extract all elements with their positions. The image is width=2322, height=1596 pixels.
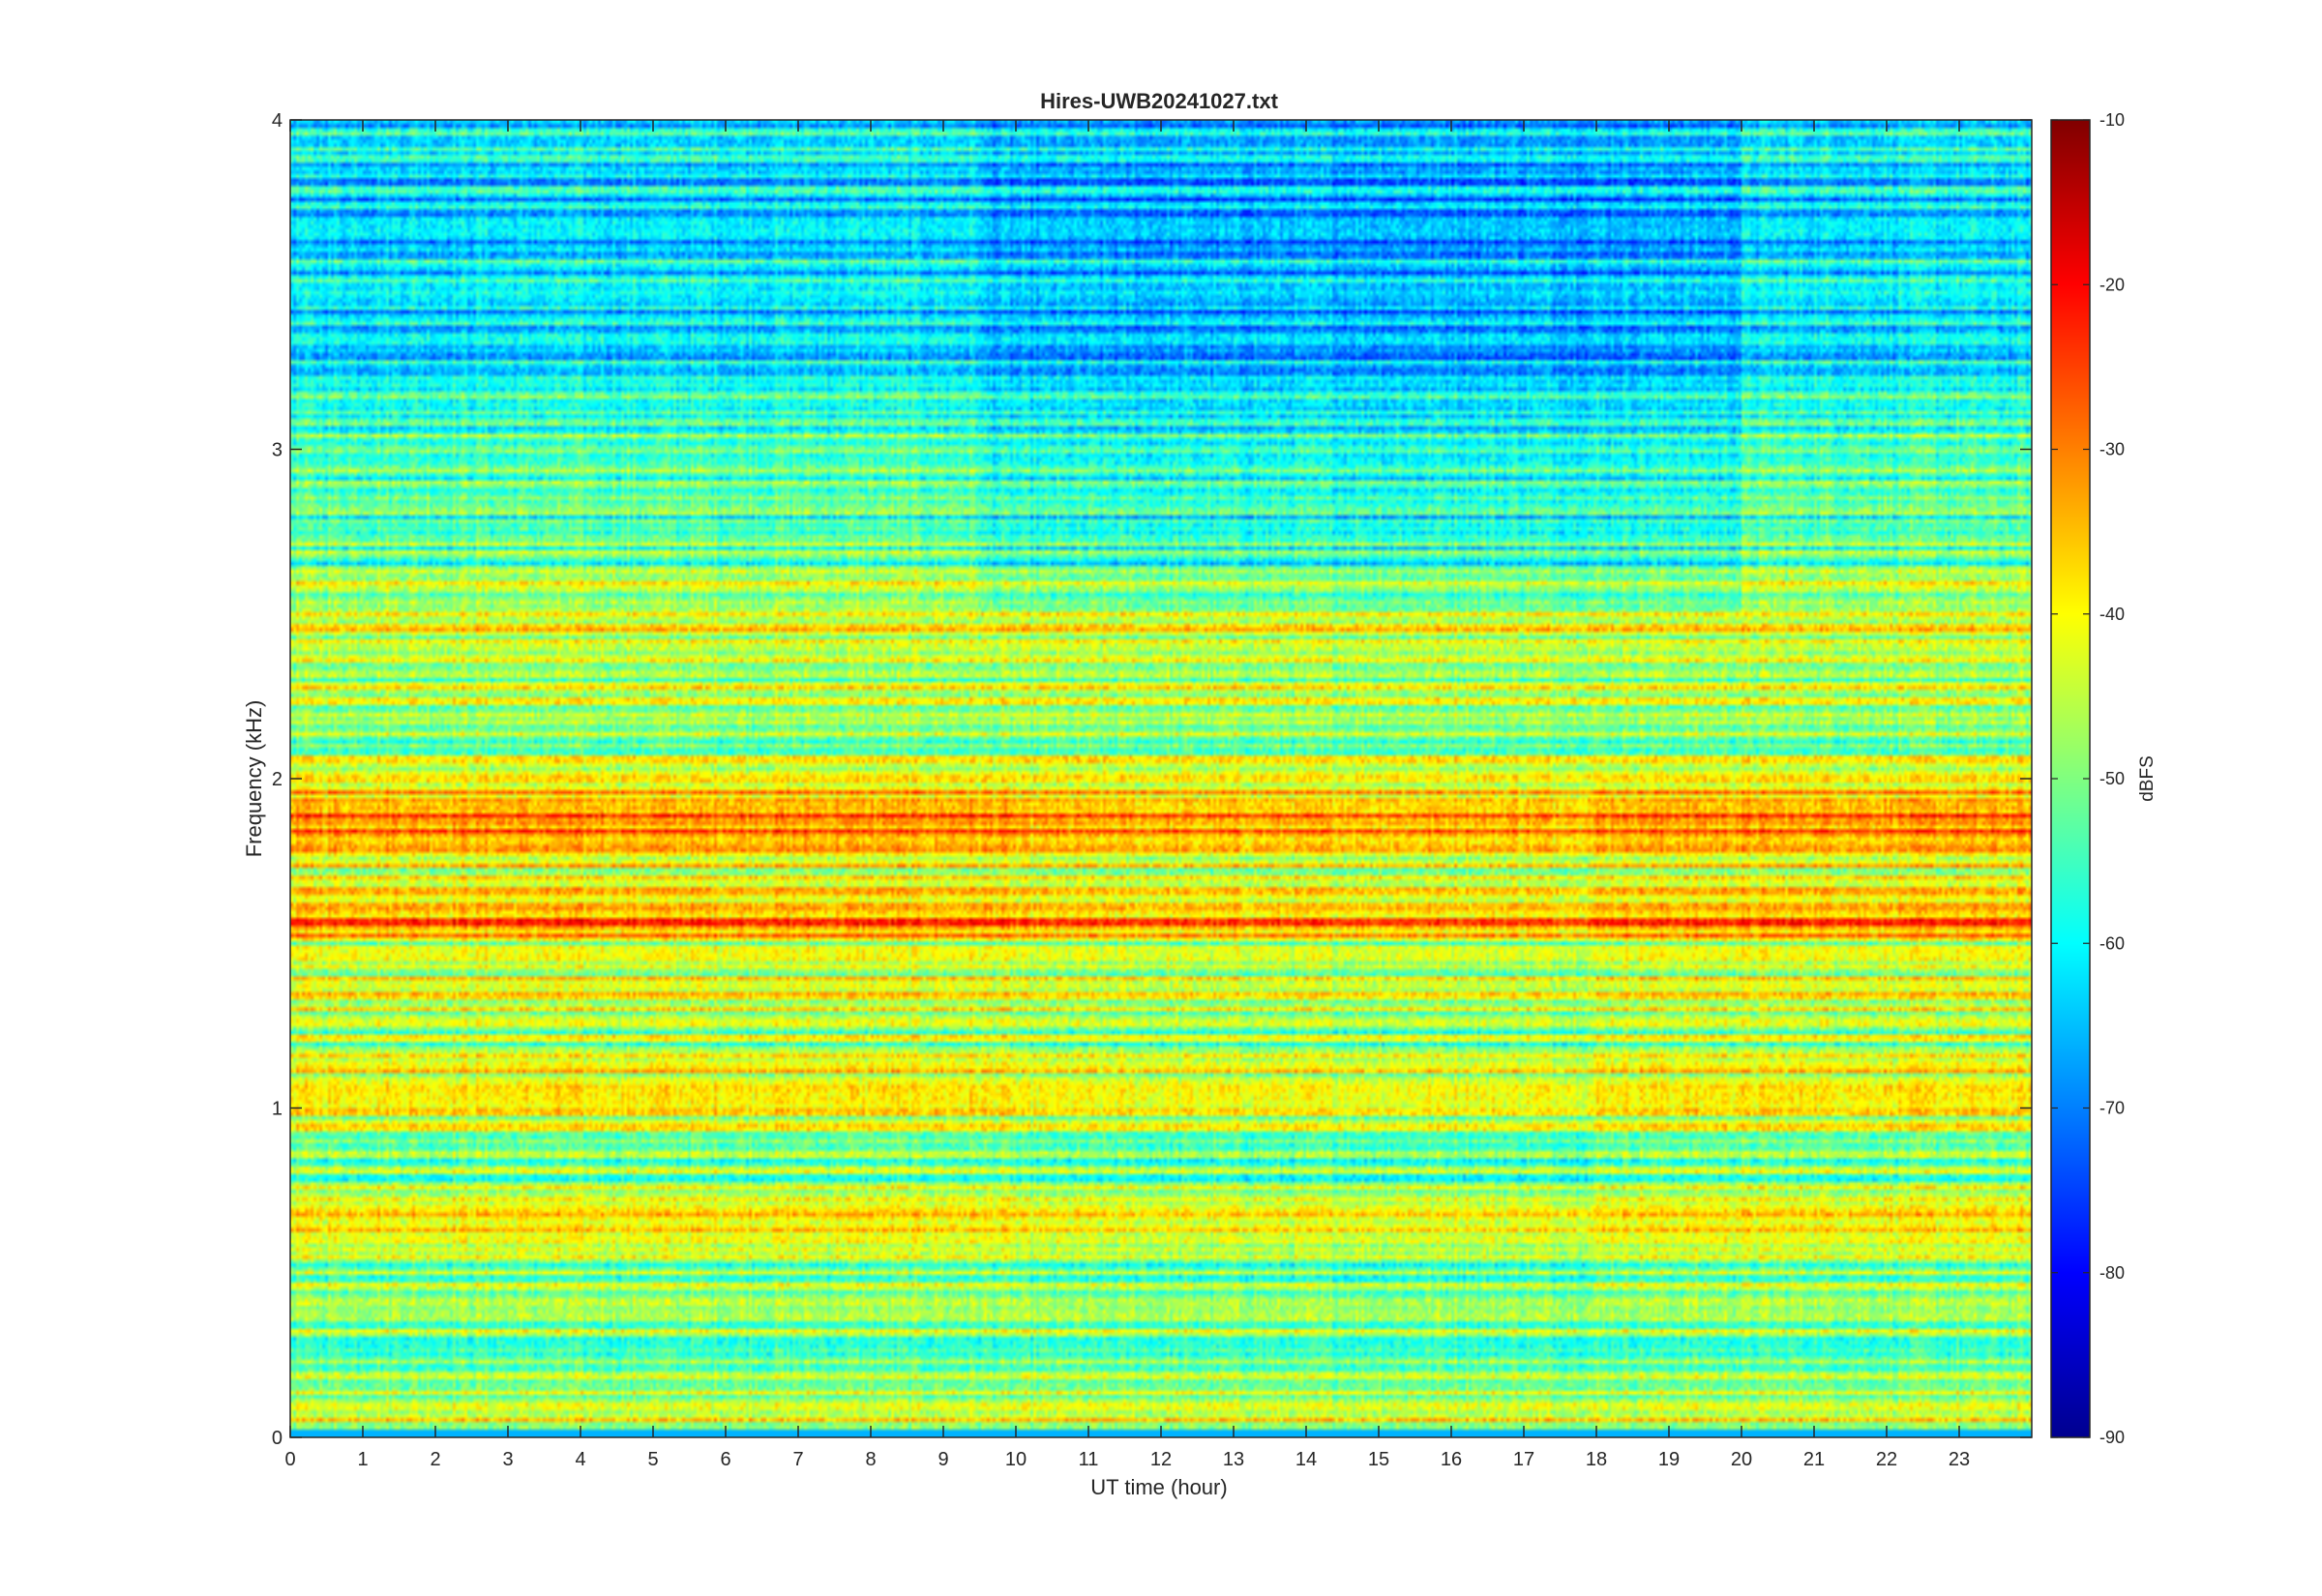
y-tick-label: 0 <box>272 1428 283 1449</box>
x-tick-label: 4 <box>575 1449 585 1470</box>
colorbar-tick-label: -80 <box>2099 1263 2125 1283</box>
y-tick-label: 2 <box>272 769 283 790</box>
colorbar: -90 -80 -70 -60 -50 -40 -30 -20 -10 dBFS <box>2050 110 2158 1447</box>
x-tick-label: 22 <box>1876 1449 1897 1470</box>
x-tick-label: 10 <box>1005 1449 1027 1470</box>
y-tick-label: 3 <box>272 440 283 461</box>
x-tick-label: 2 <box>430 1449 440 1470</box>
x-tick-label: 23 <box>1949 1449 1970 1470</box>
x-tick-label: 3 <box>502 1449 513 1470</box>
x-tick-label: 16 <box>1441 1449 1462 1470</box>
x-tick-label: 6 <box>720 1449 730 1470</box>
x-tick-label: 15 <box>1368 1449 1389 1470</box>
colorbar-tick-label: -40 <box>2099 605 2125 624</box>
y-tick-label: 1 <box>272 1099 283 1120</box>
chart-title: Hires-UWB20241027.txt <box>1040 89 1278 113</box>
x-tick-label: 8 <box>865 1449 876 1470</box>
colorbar-tick-label: -10 <box>2099 110 2125 130</box>
x-tick-label: 19 <box>1658 1449 1680 1470</box>
colorbar-tick-label: -50 <box>2099 769 2125 788</box>
x-tick-label: 7 <box>792 1449 803 1470</box>
x-axis: 0 1 2 3 4 5 6 7 8 9 10 11 12 13 14 15 16 17 18 19 20 21 22 23 <box>284 120 1970 1470</box>
x-tick-label: 14 <box>1295 1449 1317 1470</box>
x-tick-label: 13 <box>1223 1449 1244 1470</box>
x-tick-label: 18 <box>1586 1449 1607 1470</box>
colorbar-tick-label: -60 <box>2099 933 2125 953</box>
y-axis-label: Frequency (kHz) <box>242 700 266 858</box>
colorbar-tick-label: -20 <box>2099 275 2125 294</box>
heatmap-plot-area <box>290 120 2032 1437</box>
colorbar-ticks: -90 -80 -70 -60 -50 -40 -30 -20 -10 <box>2051 110 2125 1447</box>
x-axis-label: UT time (hour) <box>1090 1475 1227 1499</box>
x-tick-label: 5 <box>647 1449 658 1470</box>
x-tick-label: 21 <box>1803 1449 1825 1470</box>
colorbar-label: dBFS <box>2137 755 2158 802</box>
x-tick-label: 17 <box>1513 1449 1534 1470</box>
x-tick-label: 9 <box>938 1449 948 1470</box>
x-tick-label: 20 <box>1731 1449 1752 1470</box>
colorbar-tick-label: -30 <box>2099 440 2125 459</box>
x-tick-label: 11 <box>1079 1449 1099 1470</box>
x-tick-label: 0 <box>284 1449 295 1470</box>
y-axis: 0 1 2 3 4 <box>272 110 2032 1449</box>
spectrogram-heatmap <box>290 120 2032 1437</box>
y-tick-label: 4 <box>272 110 283 132</box>
colorbar-tick-label: -70 <box>2099 1099 2125 1118</box>
x-tick-label: 1 <box>357 1449 368 1470</box>
x-tick-label: 12 <box>1150 1449 1172 1470</box>
colorbar-tick-label: -90 <box>2099 1428 2125 1447</box>
